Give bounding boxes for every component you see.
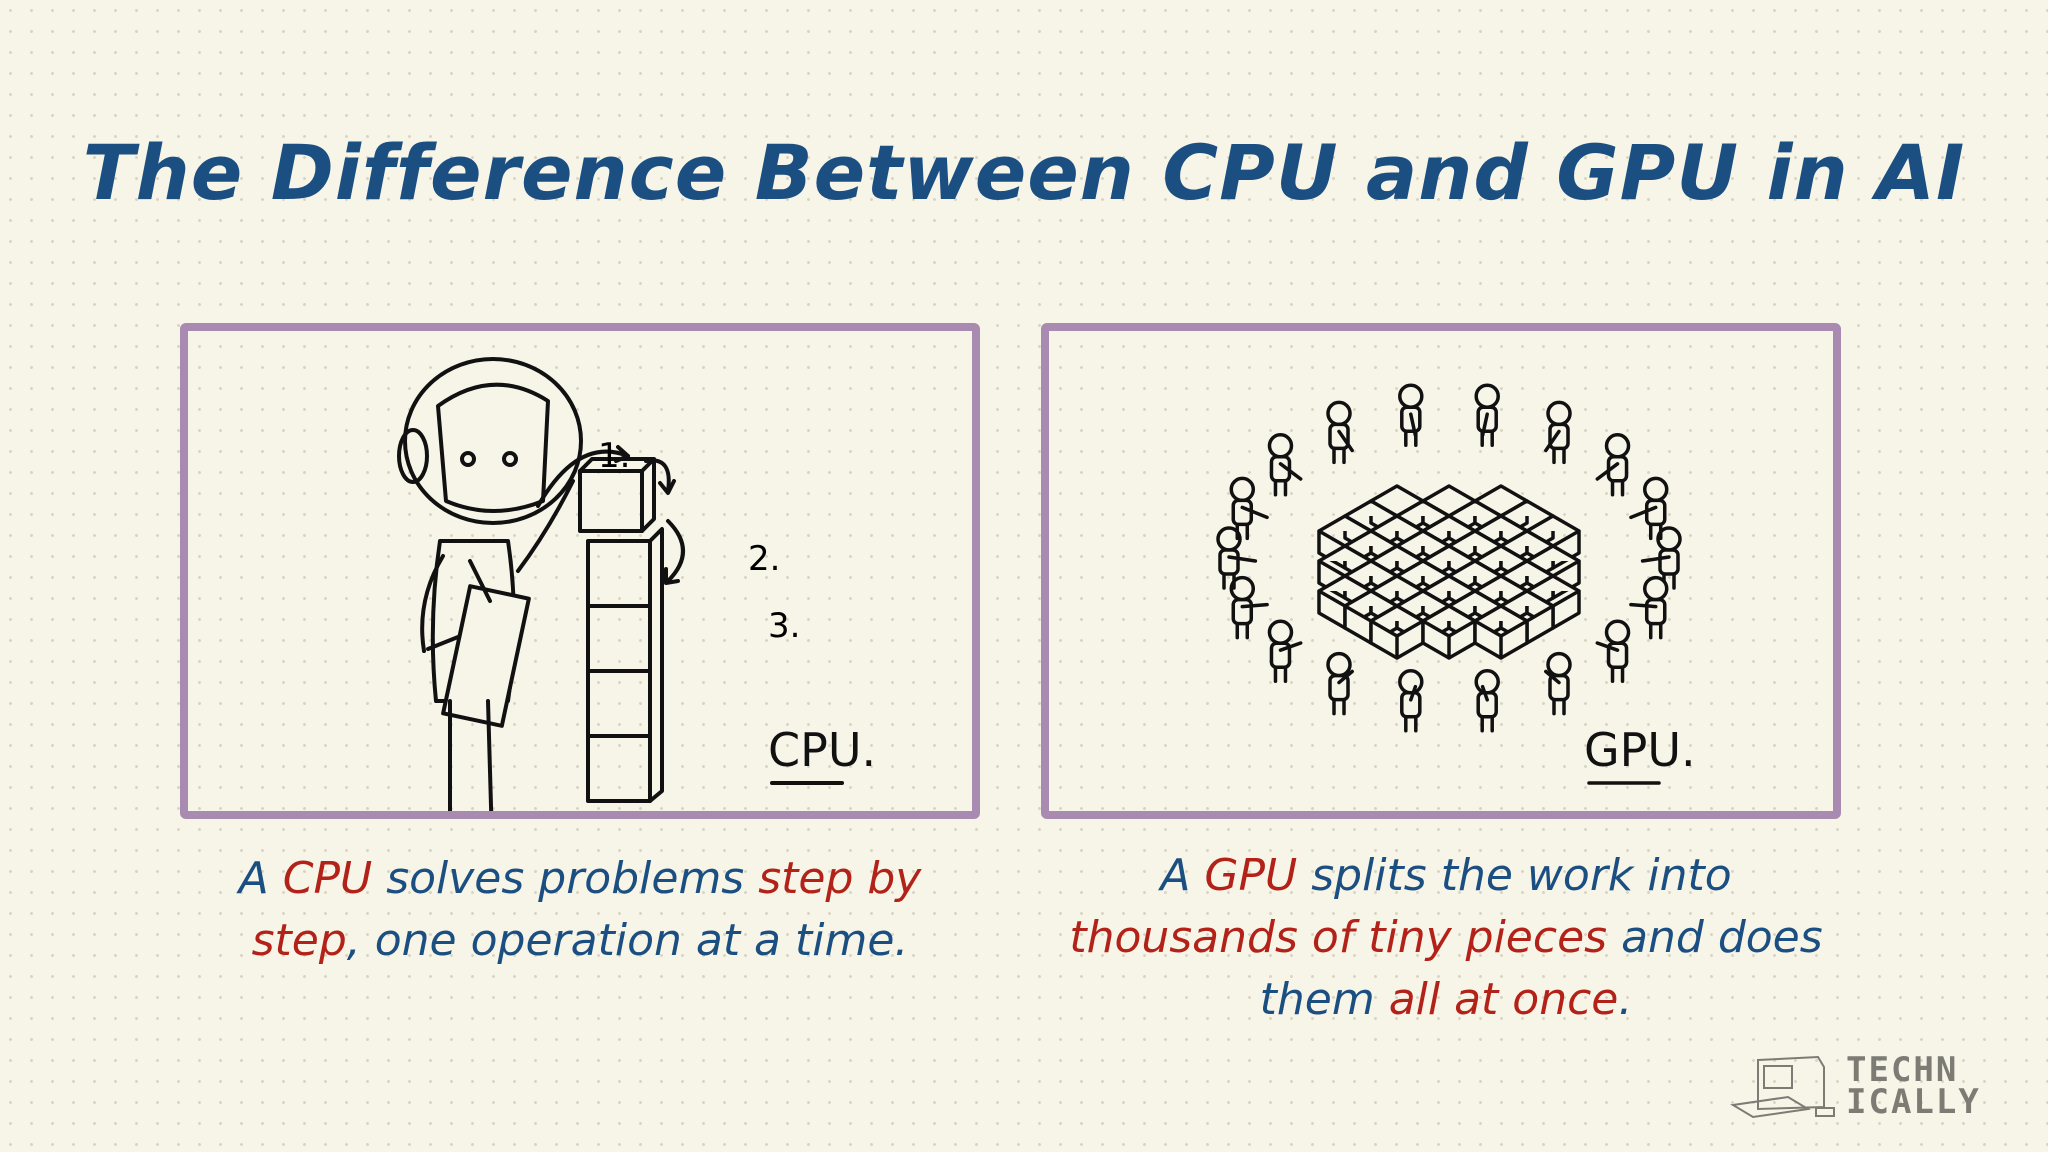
- cube: [1473, 604, 1529, 660]
- worker-figure: [1544, 651, 1572, 716]
- worker-figure: [1326, 400, 1354, 465]
- page-title: The Difference Between CPU and GPU in AI: [82, 128, 1966, 217]
- worker-figure: [1267, 433, 1303, 497]
- cube-stack: [578, 457, 664, 803]
- worker-figure: [1640, 526, 1682, 590]
- worker-figure: [1398, 383, 1424, 447]
- worker-figure: [1474, 383, 1500, 447]
- cpu-panel: 1. 2. 3. CPU.: [180, 323, 980, 819]
- caption-text: and does them: [1259, 912, 1823, 1025]
- retro-computer-icon: [1730, 1055, 1835, 1119]
- step-label-3: 3.: [768, 606, 801, 646]
- caption-text: , one operation at a time.: [346, 915, 909, 966]
- cube: [1421, 604, 1477, 660]
- technically-logo: TECHN ICALLY: [1728, 1050, 1981, 1122]
- worker-figure: [1595, 619, 1631, 683]
- worker-figure: [1398, 669, 1424, 733]
- cpu-label: CPU.: [768, 723, 877, 777]
- logo-line-1: TECHN: [1846, 1050, 1959, 1090]
- gpu-workers-illustration: [1216, 383, 1682, 785]
- step-label-2: 2.: [748, 539, 781, 579]
- caption-text: A: [238, 853, 283, 904]
- cpu-caption: A CPU solves problems step by step, one …: [180, 848, 980, 972]
- step-label-1: 1.: [598, 436, 631, 476]
- worker-figure: [1474, 669, 1500, 733]
- worker-figure: [1595, 433, 1631, 497]
- cpu-robot-illustration: [397, 357, 844, 811]
- cube-grid: [1317, 484, 1581, 660]
- worker-figure: [1216, 526, 1258, 590]
- gpu-caption: A GPU splits the work into thousands of …: [1041, 845, 1851, 1031]
- worker-figure: [1229, 476, 1269, 541]
- caption-highlight: thousands of tiny pieces: [1069, 912, 1608, 963]
- step-arrows: [536, 445, 685, 585]
- worker-figure: [1629, 575, 1669, 640]
- worker-figure: [1629, 476, 1669, 541]
- gpu-panel: GPU.: [1041, 323, 1841, 819]
- caption-text: solves problems: [372, 853, 759, 904]
- cube: [1369, 604, 1425, 660]
- worker-figure: [1267, 619, 1303, 683]
- caption-highlight: CPU: [282, 853, 373, 904]
- gpu-label: GPU.: [1584, 723, 1696, 777]
- caption-highlight: all at once: [1388, 974, 1619, 1025]
- worker-figure: [1326, 651, 1354, 716]
- worker-figure: [1229, 575, 1269, 640]
- caption-highlight: step by step: [251, 853, 922, 966]
- worker-figure: [1544, 400, 1572, 465]
- caption-text: .: [1618, 974, 1633, 1025]
- robot: [397, 357, 583, 811]
- caption-text: splits the work into: [1297, 850, 1732, 901]
- caption-text: A: [1160, 850, 1205, 901]
- caption-highlight: GPU: [1204, 850, 1298, 901]
- logo-line-2: ICALLY: [1846, 1082, 1981, 1122]
